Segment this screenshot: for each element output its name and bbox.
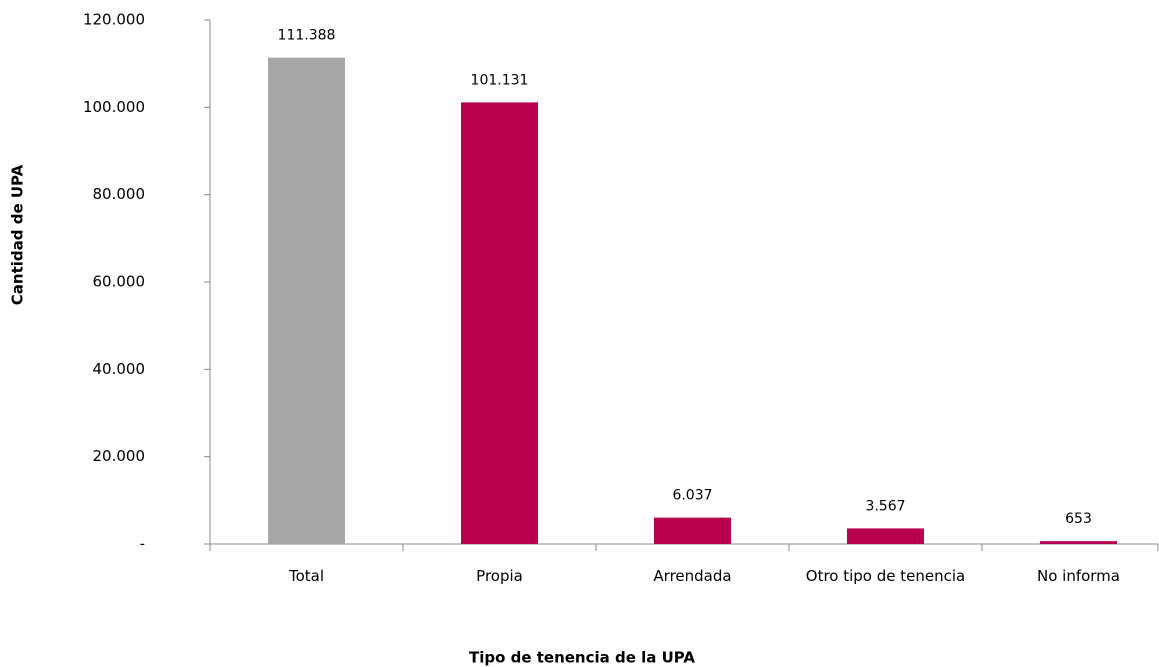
x-tick-label: Otro tipo de tenencia <box>805 567 966 585</box>
x-tick-label: Propia <box>476 567 523 585</box>
y-tick-label: 100.000 <box>83 98 145 116</box>
y-tick-label: 80.000 <box>93 185 146 203</box>
bar <box>268 57 345 544</box>
y-tick-label: 20.000 <box>93 447 146 465</box>
y-tick-label: 120.000 <box>83 11 145 29</box>
data-label: 3.567 <box>865 498 905 514</box>
y-tick-label: - <box>140 535 145 553</box>
bar <box>1040 541 1117 544</box>
data-label: 6.037 <box>672 488 712 504</box>
x-tick-label: No informa <box>1036 567 1120 585</box>
data-label: 111.388 <box>278 28 336 44</box>
data-label: 101.131 <box>471 72 529 88</box>
x-tick-label: Total <box>288 567 325 585</box>
y-tick-label: 40.000 <box>93 360 146 378</box>
bar <box>847 528 924 544</box>
y-tick-label: 60.000 <box>93 273 146 291</box>
bar <box>461 102 538 545</box>
y-axis-title: Cantidad de UPA <box>9 164 27 305</box>
x-tick-label: Arrendada <box>653 567 732 585</box>
data-label: 653 <box>1065 511 1092 527</box>
bar <box>654 517 731 544</box>
x-axis-title: Tipo de tenencia de la UPA <box>469 649 695 667</box>
